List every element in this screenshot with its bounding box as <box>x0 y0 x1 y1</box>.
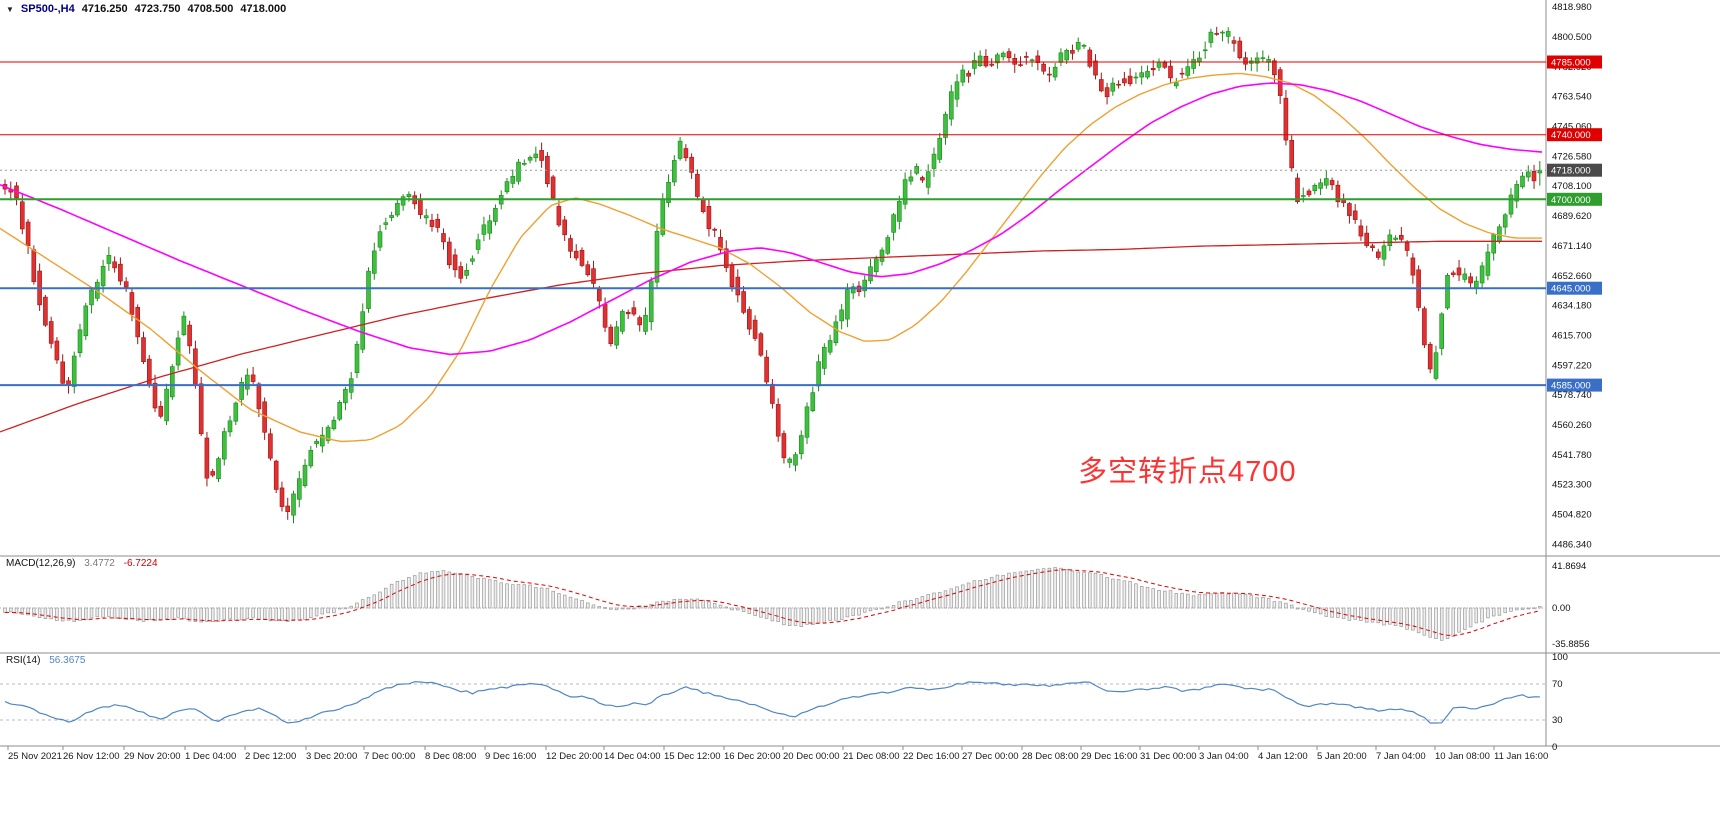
svg-text:12 Dec 20:00: 12 Dec 20:00 <box>546 751 603 762</box>
svg-text:4634.180: 4634.180 <box>1552 301 1592 312</box>
svg-text:15 Dec 12:00: 15 Dec 12:00 <box>664 751 721 762</box>
rsi-indicator-label: RSI(14) 56.3675 <box>6 655 85 666</box>
svg-text:4708.100: 4708.100 <box>1552 181 1592 192</box>
svg-text:22 Dec 16:00: 22 Dec 16:00 <box>903 751 960 762</box>
ma-fast-line <box>0 72 1542 443</box>
macd-main-value: 3.4772 <box>84 558 115 569</box>
svg-text:25 Nov 2021: 25 Nov 2021 <box>8 751 62 762</box>
rsi-axis: 100 70 30 0 <box>1552 652 1568 753</box>
svg-text:4800.500: 4800.500 <box>1552 32 1592 43</box>
svg-text:30: 30 <box>1552 715 1563 726</box>
time-axis: 25 Nov 2021 26 Nov 12:00 29 Nov 20:00 1 Dec… <box>7 746 1548 762</box>
svg-text:100: 100 <box>1552 652 1568 663</box>
rsi-line <box>4 681 1540 724</box>
svg-text:3 Dec 20:00: 3 Dec 20:00 <box>306 751 357 762</box>
svg-text:4645.000: 4645.000 <box>1551 284 1591 295</box>
svg-text:4718.000: 4718.000 <box>1551 166 1591 177</box>
candlesticks[interactable] <box>2 26 1543 524</box>
svg-text:4763.540: 4763.540 <box>1552 92 1592 103</box>
svg-text:5 Jan 20:00: 5 Jan 20:00 <box>1317 751 1367 762</box>
svg-text:2 Dec 12:00: 2 Dec 12:00 <box>245 751 296 762</box>
chart-text-annotation[interactable]: 多空转折点4700 <box>1078 456 1297 488</box>
macd-axis: 41.8694 0.00 -35.8856 <box>1552 561 1590 650</box>
horizontal-levels[interactable] <box>0 61 1546 387</box>
svg-text:4486.340: 4486.340 <box>1552 539 1592 550</box>
svg-text:4671.140: 4671.140 <box>1552 241 1592 252</box>
svg-text:21 Dec 08:00: 21 Dec 08:00 <box>843 751 900 762</box>
svg-text:7 Dec 00:00: 7 Dec 00:00 <box>364 751 415 762</box>
macd-indicator-label: MACD(12,26,9) 3.4772 -6.7224 <box>6 558 158 569</box>
svg-text:27 Dec 00:00: 27 Dec 00:00 <box>962 751 1019 762</box>
macd-signal-line <box>4 569 1540 637</box>
rsi-name: RSI(14) <box>6 655 41 666</box>
svg-text:4689.620: 4689.620 <box>1552 211 1592 222</box>
svg-text:4652.660: 4652.660 <box>1552 271 1592 282</box>
svg-text:4818.980: 4818.980 <box>1552 2 1592 13</box>
svg-text:4541.780: 4541.780 <box>1552 450 1592 461</box>
macd-signal-value: -6.7224 <box>123 558 158 569</box>
ohlc-low: 4708.500 <box>187 3 234 15</box>
ohlc-open: 4716.250 <box>81 3 128 15</box>
svg-text:4726.580: 4726.580 <box>1552 151 1592 162</box>
svg-text:29 Nov 20:00: 29 Nov 20:00 <box>124 751 181 762</box>
svg-text:1 Dec 04:00: 1 Dec 04:00 <box>185 751 236 762</box>
svg-text:29 Dec 16:00: 29 Dec 16:00 <box>1081 751 1138 762</box>
svg-text:4745.060: 4745.060 <box>1552 122 1592 133</box>
svg-text:4700.000: 4700.000 <box>1551 195 1591 206</box>
panel-separators <box>0 0 1720 747</box>
rsi-value: 56.3675 <box>49 655 86 666</box>
svg-text:16 Dec 20:00: 16 Dec 20:00 <box>724 751 781 762</box>
svg-text:4504.820: 4504.820 <box>1552 510 1592 521</box>
svg-text:4 Jan 12:00: 4 Jan 12:00 <box>1258 751 1308 762</box>
svg-text:4740.000: 4740.000 <box>1551 130 1591 141</box>
svg-text:0: 0 <box>1552 742 1557 753</box>
symbol-period-label: SP500-,H4 <box>20 3 75 15</box>
ma-mid-line <box>0 82 1543 356</box>
svg-text:4785.000: 4785.000 <box>1551 58 1591 69</box>
ohlc-high: 4723.750 <box>134 3 181 15</box>
svg-text:70: 70 <box>1552 679 1563 690</box>
svg-text:41.8694: 41.8694 <box>1552 561 1586 572</box>
macd-name: MACD(12,26,9) <box>6 558 76 569</box>
svg-text:4523.300: 4523.300 <box>1552 480 1592 491</box>
svg-text:14 Dec 04:00: 14 Dec 04:00 <box>604 751 661 762</box>
chart-ohlc-header: ▼ SP500-,H4 4716.250 4723.750 4708.500 4… <box>6 3 286 15</box>
svg-text:11 Jan 16:00: 11 Jan 16:00 <box>1494 751 1548 762</box>
svg-text:4597.220: 4597.220 <box>1552 360 1592 371</box>
svg-text:9 Dec 16:00: 9 Dec 16:00 <box>485 751 536 762</box>
ma-slow-line <box>0 240 1542 433</box>
ohlc-close: 4718.000 <box>240 3 287 15</box>
svg-text:4615.700: 4615.700 <box>1552 330 1592 341</box>
macd-histogram <box>0 567 1546 641</box>
svg-text:28 Dec 08:00: 28 Dec 08:00 <box>1022 751 1079 762</box>
svg-text:8 Dec 08:00: 8 Dec 08:00 <box>425 751 476 762</box>
svg-text:26 Nov 12:00: 26 Nov 12:00 <box>63 751 120 762</box>
svg-text:3 Jan 04:00: 3 Jan 04:00 <box>1199 751 1249 762</box>
svg-text:20 Dec 00:00: 20 Dec 00:00 <box>783 751 840 762</box>
svg-text:4578.740: 4578.740 <box>1552 390 1592 401</box>
svg-text:4585.000: 4585.000 <box>1551 381 1591 392</box>
svg-text:7 Jan 04:00: 7 Jan 04:00 <box>1376 751 1426 762</box>
price-axis: 4818.9804800.5004782.0204763.5404745.060… <box>1547 2 1602 550</box>
window-marker-icon: ▼ <box>6 4 14 14</box>
svg-text:-35.8856: -35.8856 <box>1552 639 1590 650</box>
svg-text:10 Jan 08:00: 10 Jan 08:00 <box>1435 751 1490 762</box>
svg-text:31 Dec 00:00: 31 Dec 00:00 <box>1140 751 1197 762</box>
svg-text:0.00: 0.00 <box>1552 603 1571 614</box>
svg-text:4560.260: 4560.260 <box>1552 420 1592 431</box>
